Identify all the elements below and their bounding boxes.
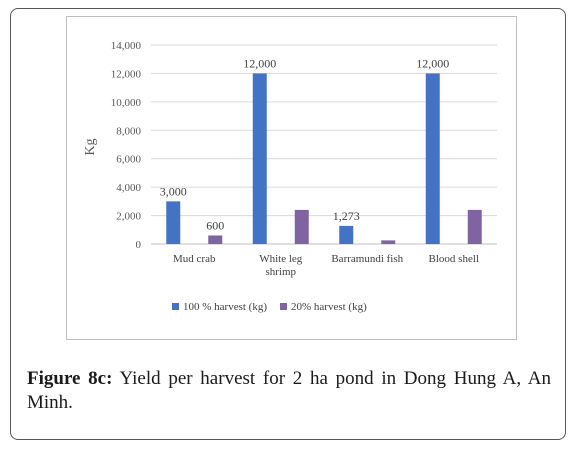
- y-tick-label: 2,000: [116, 211, 141, 223]
- x-tick-label: White leg: [259, 253, 303, 265]
- y-tick-label: 14,000: [111, 40, 142, 52]
- data-label: 12,000: [243, 56, 276, 70]
- data-label: 3,000: [160, 184, 187, 198]
- figure-frame: [10, 8, 566, 440]
- bar: [425, 73, 440, 244]
- bar: [166, 201, 181, 244]
- caption-label: Figure 8c:: [27, 368, 113, 389]
- bar: [208, 235, 223, 244]
- x-tick-label: shrimp: [265, 266, 296, 278]
- figure-caption: Figure 8c: Yield per harvest for 2 ha po…: [27, 367, 551, 415]
- bar: [252, 73, 267, 244]
- x-tick-label: Barramundi fish: [331, 253, 403, 265]
- chart-area: [66, 16, 517, 340]
- y-tick-label: 12,000: [111, 68, 142, 80]
- y-axis-title: Kg: [83, 138, 98, 155]
- legend-swatch: [172, 303, 179, 310]
- y-tick-label: 0: [136, 239, 142, 251]
- caption-text: Yield per harvest for 2 ha pond in Dong …: [27, 368, 551, 413]
- y-tick-label: 4,000: [116, 182, 141, 194]
- x-tick-label: Mud crab: [173, 253, 216, 265]
- data-label: 12,000: [416, 56, 449, 70]
- bar: [339, 225, 354, 244]
- bar: [467, 209, 482, 244]
- legend-entry: 100 % harvest (kg): [183, 301, 267, 313]
- y-tick-label: 8,000: [116, 125, 141, 137]
- y-tick-label: 6,000: [116, 154, 141, 166]
- data-label: 1,273: [333, 209, 360, 223]
- x-tick-label: Blood shell: [429, 253, 479, 265]
- legend-entry: 20% harvest (kg): [291, 301, 367, 313]
- bar: [381, 240, 396, 244]
- legend-swatch: [280, 303, 287, 310]
- y-tick-label: 10,000: [111, 97, 142, 109]
- data-label: 600: [206, 218, 224, 232]
- bar: [294, 209, 309, 244]
